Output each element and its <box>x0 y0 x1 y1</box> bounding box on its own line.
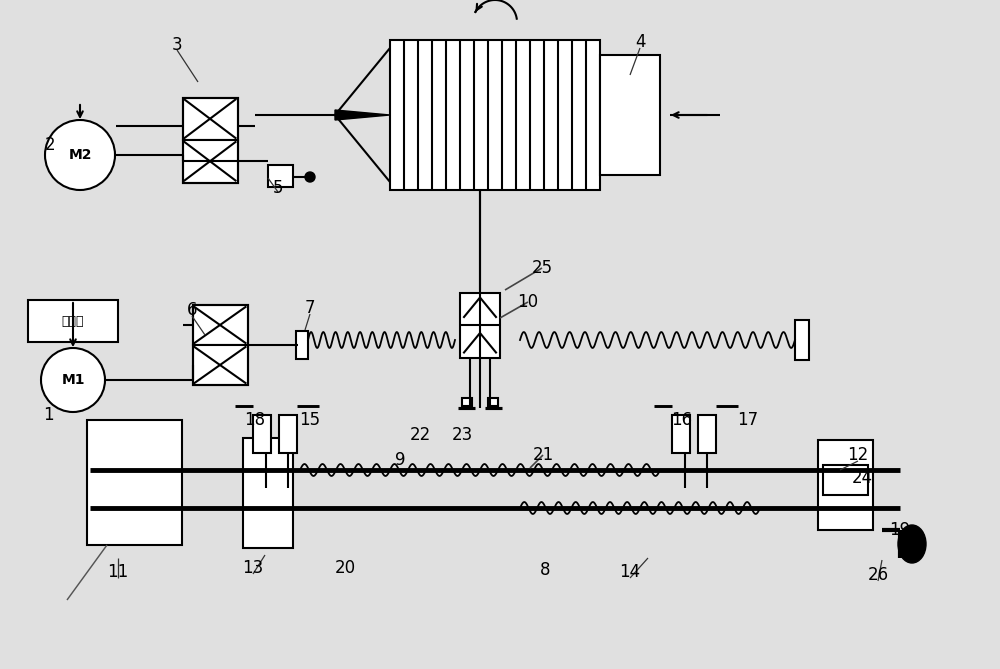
Text: M1: M1 <box>61 373 85 387</box>
Bar <box>28 300 118 342</box>
Bar <box>183 98 238 140</box>
Text: 11: 11 <box>107 563 129 581</box>
Text: 26: 26 <box>867 566 889 584</box>
Circle shape <box>41 348 105 412</box>
Bar <box>253 415 271 453</box>
Bar <box>268 165 293 187</box>
Polygon shape <box>335 110 390 120</box>
Bar <box>672 415 690 453</box>
Text: 16: 16 <box>671 411 693 429</box>
Text: 2: 2 <box>45 136 55 154</box>
Bar <box>193 305 248 345</box>
Text: 3: 3 <box>172 36 182 54</box>
Text: 14: 14 <box>619 563 641 581</box>
Text: 4: 4 <box>635 33 645 51</box>
Text: 1: 1 <box>43 406 53 424</box>
Bar <box>183 98 238 183</box>
Text: 20: 20 <box>334 559 356 577</box>
Text: 24: 24 <box>851 469 873 487</box>
Bar <box>460 292 500 357</box>
Text: 22: 22 <box>409 426 431 444</box>
Bar <box>823 465 868 495</box>
Bar <box>600 55 660 175</box>
Text: 18: 18 <box>244 411 266 429</box>
Text: 19: 19 <box>889 521 911 539</box>
Text: 17: 17 <box>737 411 759 429</box>
Bar <box>818 440 873 530</box>
Text: 25: 25 <box>531 259 553 277</box>
Text: 21: 21 <box>532 446 554 464</box>
Bar <box>488 397 498 405</box>
Text: M2: M2 <box>68 148 92 162</box>
Bar <box>243 438 293 548</box>
Bar <box>462 397 472 405</box>
Text: 23: 23 <box>451 426 473 444</box>
Text: 9: 9 <box>395 451 405 469</box>
Bar <box>390 40 600 190</box>
Text: 15: 15 <box>299 411 321 429</box>
Bar <box>698 415 716 453</box>
Bar <box>87 420 182 545</box>
Ellipse shape <box>898 525 926 563</box>
Bar <box>193 345 248 385</box>
Text: 12: 12 <box>847 446 869 464</box>
Text: 6: 6 <box>187 301 197 319</box>
Text: 13: 13 <box>242 559 264 577</box>
Text: 7: 7 <box>305 299 315 317</box>
Bar <box>279 415 297 453</box>
Text: 8: 8 <box>540 561 550 579</box>
Bar <box>193 305 248 385</box>
Bar <box>795 320 809 360</box>
Circle shape <box>305 172 315 182</box>
Text: 驱动器: 驱动器 <box>62 314 84 328</box>
Circle shape <box>45 120 115 190</box>
Bar <box>296 331 308 359</box>
Bar <box>183 140 238 183</box>
Text: 10: 10 <box>517 293 539 311</box>
Text: 5: 5 <box>273 179 283 197</box>
